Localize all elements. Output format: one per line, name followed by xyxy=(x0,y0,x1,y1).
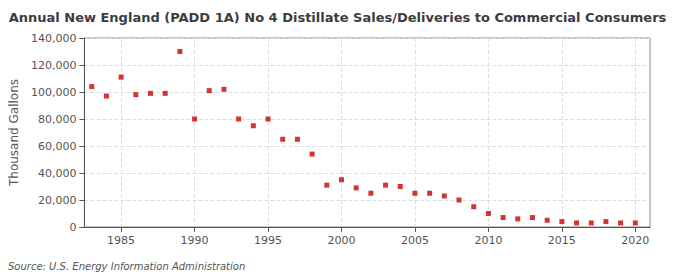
svg-text:Annual New England (PADD 1A) N: Annual New England (PADD 1A) No 4 Distil… xyxy=(9,10,667,25)
svg-text:20,000: 20,000 xyxy=(38,194,77,207)
svg-text:40,000: 40,000 xyxy=(38,167,77,180)
svg-text:140,000: 140,000 xyxy=(31,32,77,45)
svg-text:Source: U.S. Energy Informatio: Source: U.S. Energy Information Administ… xyxy=(8,261,245,272)
svg-text:2015: 2015 xyxy=(548,234,576,247)
svg-text:2005: 2005 xyxy=(401,234,429,247)
svg-text:60,000: 60,000 xyxy=(38,140,77,153)
svg-text:2000: 2000 xyxy=(327,234,355,247)
svg-text:Thousand Gallons: Thousand Gallons xyxy=(7,79,21,187)
svg-text:1990: 1990 xyxy=(181,234,209,247)
svg-text:100,000: 100,000 xyxy=(31,86,77,99)
svg-text:1985: 1985 xyxy=(107,234,135,247)
svg-text:2010: 2010 xyxy=(474,234,502,247)
svg-text:1995: 1995 xyxy=(254,234,282,247)
svg-text:80,000: 80,000 xyxy=(38,113,77,126)
svg-text:0: 0 xyxy=(69,221,76,234)
svg-text:2020: 2020 xyxy=(621,234,649,247)
svg-text:120,000: 120,000 xyxy=(31,59,77,72)
